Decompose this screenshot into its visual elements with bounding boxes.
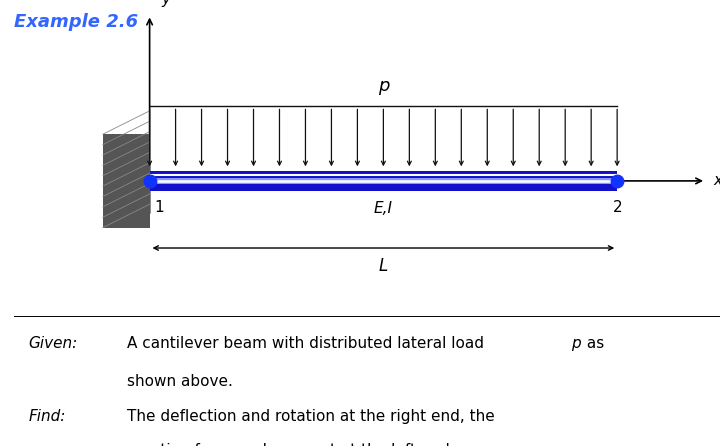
Bar <box>150 171 617 191</box>
Text: 2: 2 <box>613 200 622 215</box>
Text: Example 2.6: Example 2.6 <box>14 13 138 31</box>
Text: E,I: E,I <box>374 201 393 216</box>
Text: as: as <box>582 336 605 351</box>
Text: 1: 1 <box>154 200 164 215</box>
Text: A cantilever beam with distributed lateral load: A cantilever beam with distributed later… <box>127 336 489 351</box>
Text: x: x <box>713 173 720 188</box>
Text: p: p <box>378 77 389 95</box>
Text: reaction force and moment at the left end.: reaction force and moment at the left en… <box>127 443 455 446</box>
Text: y: y <box>161 0 171 7</box>
Text: L: L <box>379 257 388 275</box>
Text: p: p <box>571 336 581 351</box>
Bar <box>150 178 617 184</box>
Text: Given:: Given: <box>29 336 78 351</box>
Text: shown above.: shown above. <box>127 374 233 389</box>
Text: Find:: Find: <box>29 409 66 424</box>
Bar <box>103 134 150 227</box>
Text: The deflection and rotation at the right end, the: The deflection and rotation at the right… <box>127 409 495 424</box>
